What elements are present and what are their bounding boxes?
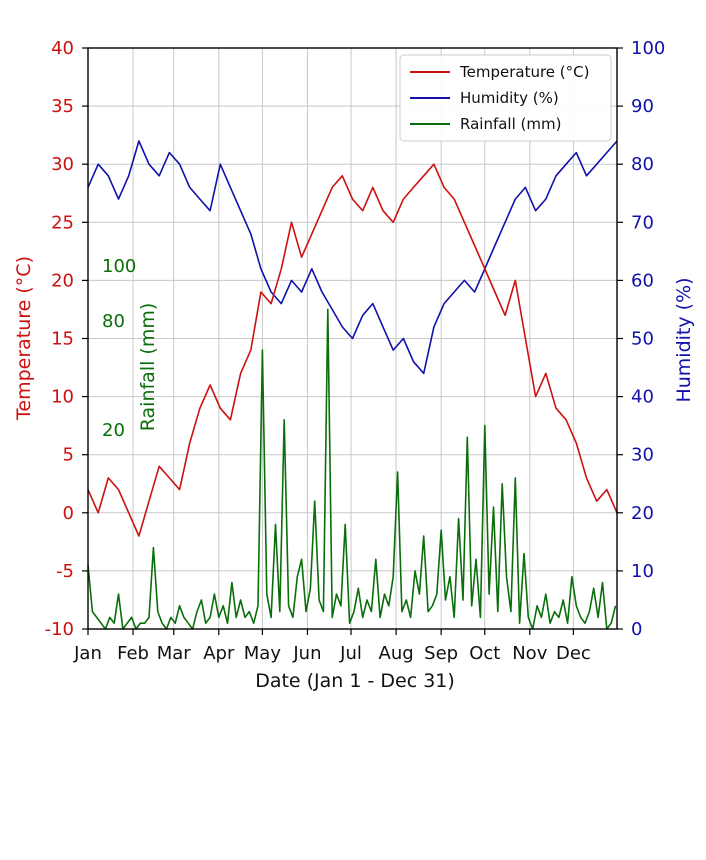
left-tick-label: 40 bbox=[51, 38, 74, 59]
grid-lines bbox=[88, 48, 617, 629]
left-tick-label: 0 bbox=[63, 503, 74, 524]
right-tick-label: 80 bbox=[631, 154, 654, 175]
left-tick-label: 30 bbox=[51, 154, 74, 175]
rainfall-axis-title: Rainfall (mm) bbox=[137, 303, 159, 432]
x-tick-label: Feb bbox=[117, 643, 149, 664]
humidity-series-line bbox=[87, 140, 618, 375]
right-tick-label: 60 bbox=[631, 270, 654, 291]
legend-box bbox=[399, 54, 612, 142]
left-tick-label: -10 bbox=[45, 619, 74, 640]
x-tick-label: Jan bbox=[73, 643, 102, 664]
right-tick-label: 100 bbox=[631, 38, 665, 59]
right-tick-label: 0 bbox=[631, 619, 642, 640]
legend-label-humidity: Humidity (%) bbox=[460, 89, 559, 107]
temperature-series-line bbox=[87, 163, 618, 537]
x-axis-title: Date (Jan 1 - Dec 31) bbox=[255, 670, 455, 692]
left-tick-label: 35 bbox=[51, 96, 74, 117]
x-tick-label: Oct bbox=[469, 643, 500, 664]
right-tick-label: 90 bbox=[631, 96, 654, 117]
x-axis-tick-labels: Jan Feb Mar Apr May Jun Jul Aug Sep Oct Nov Dec bbox=[73, 643, 591, 664]
x-tick-label: May bbox=[244, 643, 282, 664]
x-tick-label: Sep bbox=[424, 643, 458, 664]
left-tick-label: -5 bbox=[56, 561, 74, 582]
x-tick-label: Jul bbox=[339, 643, 362, 664]
legend: Temperature (°C) Humidity (%) Rainfall (… bbox=[399, 54, 612, 142]
rainfall-series-line bbox=[87, 308, 617, 630]
left-tick-label: 5 bbox=[63, 445, 74, 466]
legend-label-rainfall: Rainfall (mm) bbox=[460, 115, 561, 133]
rainfall-tick-label: 80 bbox=[102, 311, 125, 332]
x-tick-label: Apr bbox=[203, 643, 235, 664]
right-tick-label: 10 bbox=[631, 561, 654, 582]
left-axis-title: Temperature (°C) bbox=[13, 256, 35, 421]
right-tick-label: 40 bbox=[631, 387, 654, 408]
x-tick-label: Aug bbox=[379, 643, 414, 664]
right-tick-label: 30 bbox=[631, 445, 654, 466]
right-tick-label: 20 bbox=[631, 503, 654, 524]
left-tick-label: 25 bbox=[51, 212, 74, 233]
rainfall-tick-label: 20 bbox=[102, 420, 125, 441]
left-tick-label: 20 bbox=[51, 270, 74, 291]
tick-marks bbox=[82, 47, 623, 635]
rainfall-tick-label: 100 bbox=[102, 256, 136, 277]
x-tick-label: Jun bbox=[292, 643, 321, 664]
right-axis-title: Humidity (%) bbox=[673, 277, 695, 402]
left-tick-label: 15 bbox=[51, 329, 74, 350]
x-tick-label: Dec bbox=[556, 643, 591, 664]
right-axis-tick-labels: 0 10 20 30 40 50 60 70 80 90 100 bbox=[631, 38, 665, 640]
right-tick-label: 50 bbox=[631, 329, 654, 350]
rainfall-axis-tick-labels: 100 80 20 bbox=[102, 256, 136, 441]
x-tick-label: Mar bbox=[157, 643, 192, 664]
left-tick-label: 10 bbox=[51, 387, 74, 408]
right-tick-label: 70 bbox=[631, 212, 654, 233]
left-axis-tick-labels: -10 -5 0 5 10 15 20 25 30 35 40 bbox=[45, 38, 74, 640]
series-layer bbox=[87, 140, 618, 630]
x-tick-label: Nov bbox=[512, 643, 547, 664]
legend-label-temperature: Temperature (°C) bbox=[459, 63, 589, 81]
